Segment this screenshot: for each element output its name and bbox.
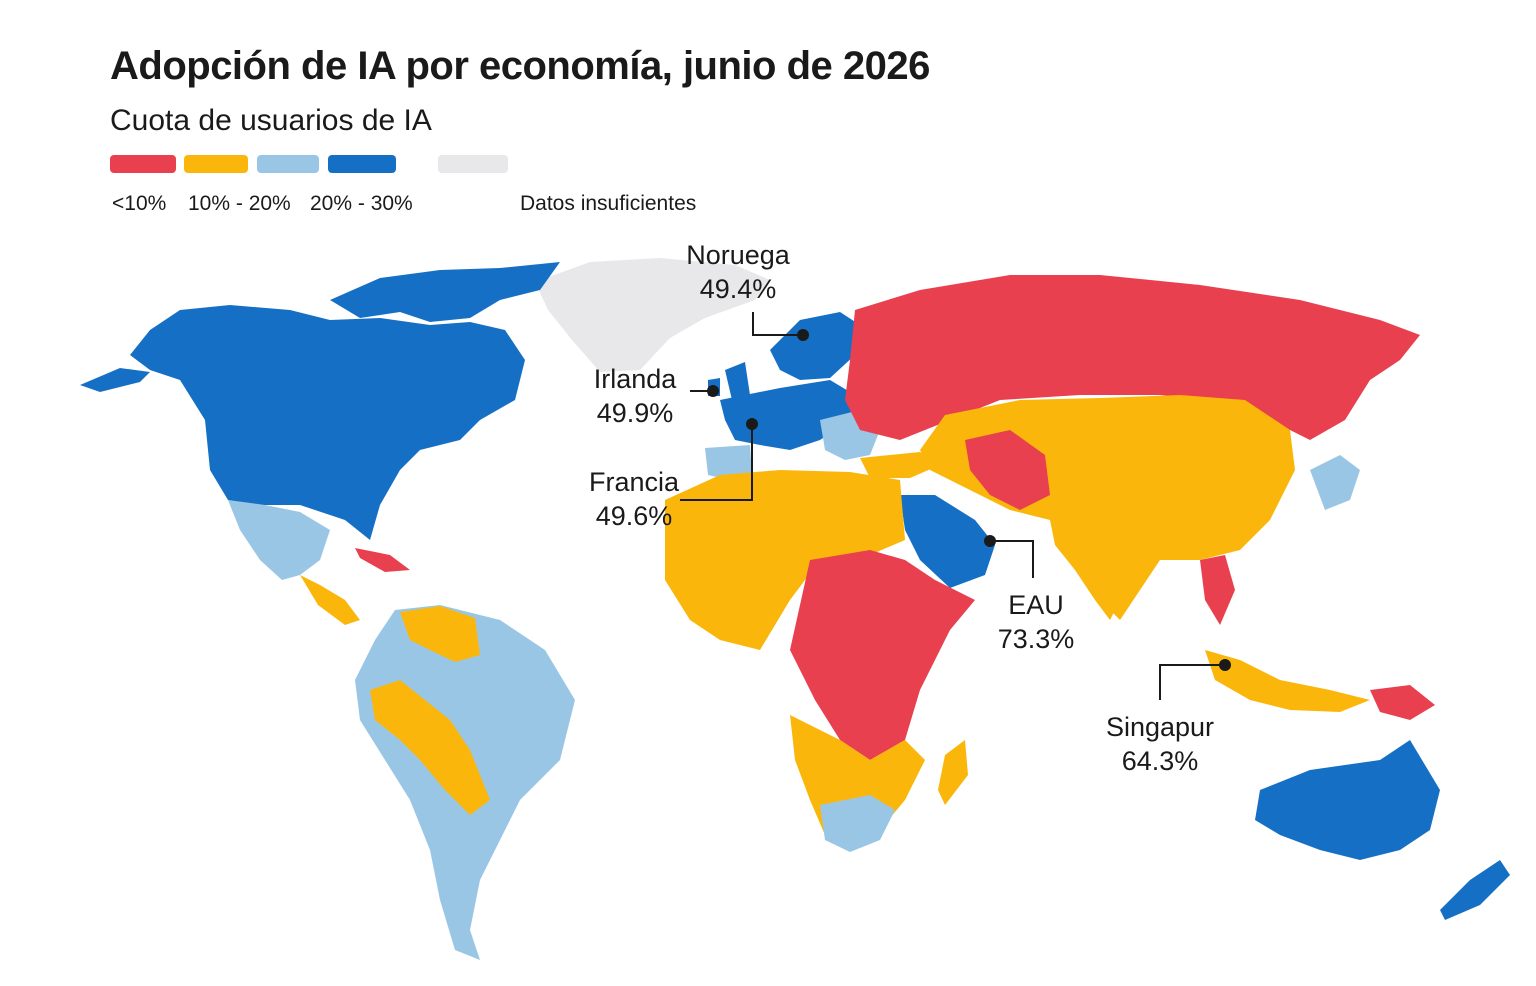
region-turkey: [860, 452, 940, 478]
region-alaska: [80, 368, 150, 392]
callout-francia: Francia 49.6%: [578, 465, 690, 533]
callout-singapur: Singapur 64.3%: [1090, 710, 1230, 778]
dot-irlanda: [707, 385, 719, 397]
leader-singapur: [1159, 664, 1225, 700]
dot-eau: [984, 535, 996, 547]
region-peru-bolivia: [370, 680, 490, 815]
dot-singapur: [1219, 659, 1231, 671]
region-new-zealand: [1440, 860, 1510, 920]
dot-francia: [746, 418, 758, 430]
region-greenland: [535, 258, 770, 372]
region-indonesia: [1205, 650, 1370, 712]
region-canada-arctic: [330, 262, 560, 322]
callout-eau-value: 73.3%: [997, 624, 1075, 654]
region-arabia: [900, 495, 995, 588]
region-western-europe: [720, 380, 855, 450]
callout-leaders: [680, 312, 1225, 700]
callout-irlanda: Irlanda 49.9%: [580, 362, 690, 430]
region-iran-afghan: [965, 430, 1050, 510]
region-central-africa: [790, 550, 975, 760]
map-subtitle: Cuota de usuarios de IA: [110, 104, 432, 137]
region-se-asia-red: [1200, 555, 1235, 625]
callout-noruega: Noruega 49.4%: [676, 238, 800, 306]
map-title: Adopción de IA por economía, junio de 20…: [110, 44, 930, 88]
callout-eau-name: EAU: [1008, 590, 1064, 620]
region-central-america: [300, 575, 360, 625]
callout-eau: EAU 73.3%: [984, 588, 1088, 656]
region-north-west-africa: [665, 470, 905, 650]
region-australia: [1255, 740, 1440, 860]
region-mexico: [228, 500, 330, 580]
callout-singapur-name: Singapur: [1105, 712, 1215, 742]
callout-irlanda-name: Irlanda: [593, 364, 677, 394]
callout-singapur-value: 64.3%: [1121, 746, 1199, 776]
region-north-america: [130, 305, 525, 540]
region-iberia: [705, 445, 752, 480]
callout-francia-name: Francia: [588, 467, 680, 497]
region-south-africa: [820, 795, 895, 852]
dot-noruega: [797, 329, 809, 341]
leader-noruega: [752, 312, 803, 336]
callout-noruega-value: 49.4%: [699, 274, 777, 304]
callout-noruega-name: Noruega: [686, 240, 790, 270]
region-india: [1050, 520, 1140, 620]
callout-irlanda-value: 49.9%: [596, 398, 674, 428]
leader-francia: [680, 424, 753, 501]
callout-dots: [707, 329, 1231, 671]
region-papua: [1370, 685, 1435, 720]
region-venezuela: [400, 606, 480, 662]
region-russia: [845, 275, 1420, 440]
region-madagascar: [938, 740, 968, 805]
region-cuba: [355, 548, 410, 572]
region-scandinavia: [770, 312, 860, 380]
leader-eau: [990, 540, 1034, 578]
callout-francia-value: 49.6%: [595, 501, 673, 531]
region-uk: [725, 362, 750, 400]
region-japan: [1310, 455, 1360, 510]
